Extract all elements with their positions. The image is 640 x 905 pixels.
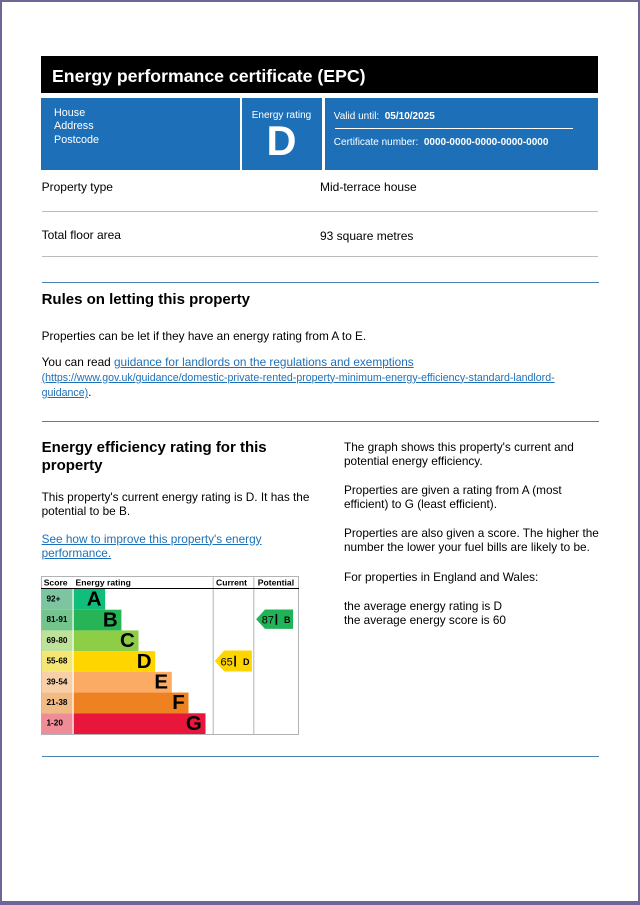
svg-text:F: F bbox=[172, 691, 185, 714]
svg-text:Energy rating: Energy rating bbox=[75, 577, 130, 587]
svg-text:39-54: 39-54 bbox=[46, 677, 67, 686]
svg-text:21-38: 21-38 bbox=[46, 698, 67, 707]
svg-text:Current: Current bbox=[216, 577, 247, 587]
svg-text:69-80: 69-80 bbox=[46, 635, 67, 644]
svg-text:65: 65 bbox=[220, 656, 232, 668]
svg-text:B: B bbox=[284, 615, 291, 625]
svg-text:D: D bbox=[243, 657, 250, 667]
svg-text:C: C bbox=[119, 629, 134, 652]
svg-text:E: E bbox=[154, 670, 168, 693]
svg-text:B: B bbox=[102, 608, 117, 631]
svg-text:92+: 92+ bbox=[46, 594, 60, 603]
svg-text:Score: Score bbox=[43, 577, 67, 587]
svg-text:Potential: Potential bbox=[257, 577, 293, 587]
svg-text:1-20: 1-20 bbox=[46, 718, 63, 727]
svg-text:87: 87 bbox=[261, 614, 273, 626]
svg-text:D: D bbox=[136, 649, 151, 672]
svg-text:81-91: 81-91 bbox=[46, 615, 67, 624]
svg-text:A: A bbox=[86, 587, 101, 610]
svg-text:55-68: 55-68 bbox=[46, 656, 67, 665]
svg-text:G: G bbox=[185, 711, 201, 734]
